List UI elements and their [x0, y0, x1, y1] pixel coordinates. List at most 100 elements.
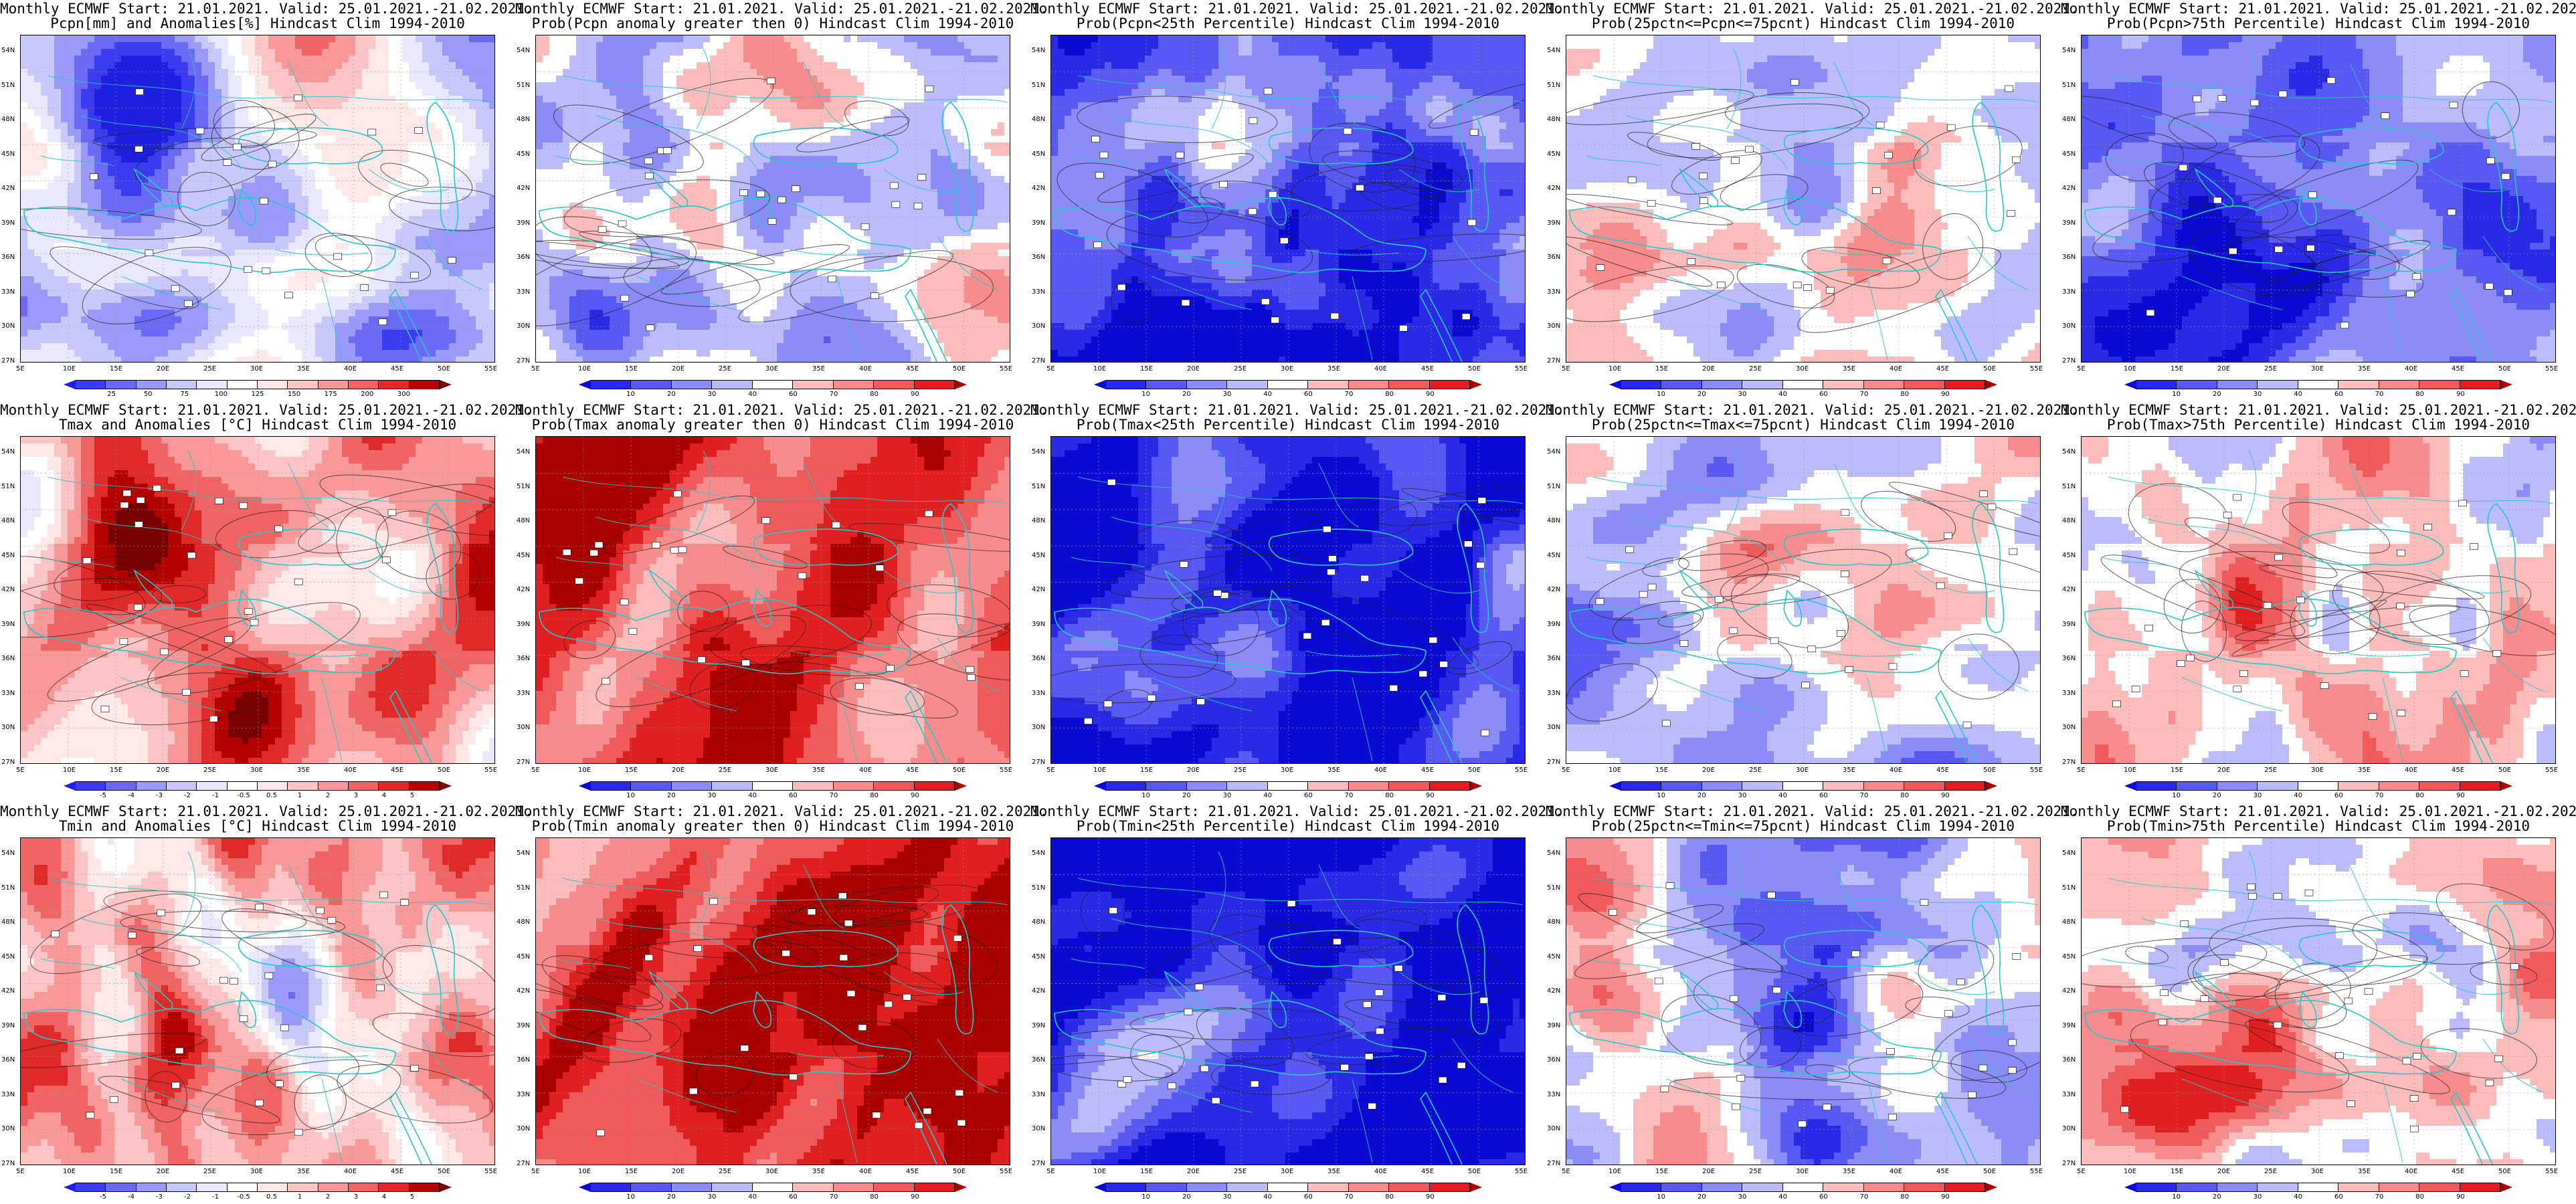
latitude-label: 54N: [2062, 849, 2076, 857]
colorbar-tick-label: 70: [830, 1193, 838, 1201]
colorbar-tick-label: 30: [1223, 792, 1232, 799]
colorbar-swatch: [2136, 1183, 2177, 1191]
latitude-label: 30N: [1, 322, 15, 330]
colorbar-tick-label: 40: [2294, 792, 2302, 799]
colorbar-tick-label: 60: [1304, 391, 1313, 398]
latitude-label: 39N: [1032, 621, 1045, 628]
longitude-label: 40E: [2405, 365, 2417, 373]
longitude-label: 35E: [812, 1168, 825, 1175]
colorbar-tick-label: 80: [1385, 1193, 1394, 1201]
longitude-label: 15E: [1655, 365, 1668, 373]
latitude-label: 45N: [1, 953, 15, 961]
colorbar-swatch: [712, 782, 753, 790]
latitude-label: 33N: [517, 690, 530, 697]
colorbar-swatch: [1904, 782, 1945, 790]
latitude-label: 48N: [1, 918, 15, 926]
map-plot-area: [1566, 837, 2041, 1165]
panel-title: Monthly ECMWF Start: 21.01.2021. Valid: …: [515, 1, 1048, 16]
latitude-label: 45N: [1, 150, 15, 158]
longitude-label: 25E: [1749, 1168, 1762, 1175]
colorbar-swatch: [197, 381, 227, 389]
colorbar-tick-label: -0.5: [237, 1193, 250, 1201]
colorbar-swatch: [409, 1183, 440, 1191]
longitude-label: 35E: [1843, 1168, 1855, 1175]
colorbar-tick-label: 90: [911, 1193, 919, 1201]
colorbar-swatch: [197, 1183, 227, 1191]
longitude-label: 35E: [2358, 1168, 2371, 1175]
panel-subtitle: Prob(25pctn<=Pcpn<=75pcnt) Hindcast Clim…: [1546, 16, 2061, 31]
colorbar-left-arrow: [579, 380, 591, 389]
latitude-label: 51N: [1, 483, 15, 490]
colorbar-swatch: [833, 782, 875, 790]
colorbar-swatch: [1389, 782, 1430, 790]
longitude-label: 10E: [63, 365, 76, 373]
colorbar-tick-label: 40: [748, 391, 757, 398]
longitude-label: 40E: [2405, 1168, 2417, 1175]
colorbar-swatch: [712, 1183, 753, 1191]
longitude-label: 5E: [531, 1168, 540, 1175]
colorbar-swatch: [1904, 381, 1945, 389]
colorbar-tick-label: 80: [870, 391, 879, 398]
colorbar-tick-label: 90: [1941, 391, 1950, 398]
latitude-label: 54N: [1032, 849, 1045, 857]
colorbar-tick-label: 5: [410, 1193, 414, 1201]
latitude-label: 30N: [1, 1125, 15, 1132]
longitude-label: 45E: [391, 365, 403, 373]
longitude-label: 30E: [2311, 1168, 2324, 1175]
colorbar-swatch: [591, 381, 632, 389]
longitude-label: 10E: [578, 1168, 591, 1175]
colorbar-swatch: [874, 1183, 915, 1191]
colorbar-tick-label: 1: [298, 792, 302, 799]
longitude-label: 55E: [484, 1168, 497, 1175]
colorbar-left-arrow: [2124, 1183, 2136, 1192]
panel-title: Monthly ECMWF Start: 21.01.2021. Valid: …: [2061, 1, 2576, 16]
colorbar-swatch: [1186, 782, 1228, 790]
colorbar-swatch: [2177, 782, 2217, 790]
colorbar-tick-label: 80: [2415, 1193, 2424, 1201]
colorbar-right-arrow: [2500, 1183, 2512, 1192]
latitude-label: 54N: [517, 47, 530, 54]
colorbar: [1094, 781, 1482, 791]
map-field: [1566, 437, 2040, 763]
colorbar-left-arrow: [579, 1183, 591, 1192]
colorbar-tick-label: 20: [2213, 1193, 2221, 1201]
latitude-label: 36N: [1032, 254, 1045, 261]
colorbar-swatch: [2177, 381, 2217, 389]
map-panel: Monthly ECMWF Start: 21.01.2021. Valid: …: [1030, 803, 1564, 1204]
latitude-label: 30N: [1547, 724, 1560, 731]
longitude-label: 45E: [1936, 365, 1949, 373]
colorbar-swatch: [1348, 1183, 1390, 1191]
map-plot-area: [20, 436, 495, 764]
colorbar-swatch: [2298, 782, 2339, 790]
map-panel: Monthly ECMWF Start: 21.01.2021. Valid: …: [1546, 401, 2079, 803]
colorbar-tick-label: 10: [1141, 1193, 1150, 1201]
colorbar-swatch: [409, 381, 440, 389]
panel-title: Monthly ECMWF Start: 21.01.2021. Valid: …: [1030, 804, 1564, 819]
latitude-label: 51N: [1032, 884, 1045, 892]
colorbar-left-arrow: [1094, 781, 1106, 791]
colorbar-tick-label: 60: [1304, 792, 1313, 799]
longitude-label: 10E: [1608, 1168, 1621, 1175]
latitude-label: 45N: [1032, 953, 1045, 961]
latitude-label: 54N: [1, 849, 15, 857]
latitude-label: 45N: [1032, 150, 1045, 158]
colorbar-tick-label: 40: [2294, 391, 2302, 398]
longitude-label: 30E: [1281, 1168, 1293, 1175]
panel-subtitle: Prob(Tmax>75th Percentile) Hindcast Clim…: [2061, 417, 2576, 432]
latitude-label: 48N: [1547, 116, 1560, 123]
colorbar-swatch: [752, 782, 794, 790]
colorbar-tick-label: 60: [789, 391, 798, 398]
colorbar-tick-label: 60: [1304, 1193, 1313, 1201]
longitude-label: 5E: [1046, 1168, 1055, 1175]
panel-title: Monthly ECMWF Start: 21.01.2021. Valid: …: [0, 403, 533, 417]
colorbar-swatch: [2379, 1183, 2420, 1191]
latitude-label: 51N: [1032, 483, 1045, 490]
colorbar-swatch: [166, 381, 197, 389]
longitude-label: 55E: [2030, 365, 2043, 373]
panel-title: Monthly ECMWF Start: 21.01.2021. Valid: …: [1546, 1, 2079, 16]
colorbar-swatch: [166, 1183, 197, 1191]
latitude-label: 42N: [1032, 586, 1045, 593]
longitude-label: 20E: [157, 767, 169, 774]
colorbar-swatch: [793, 381, 834, 389]
colorbar-tick-label: 60: [789, 792, 798, 799]
